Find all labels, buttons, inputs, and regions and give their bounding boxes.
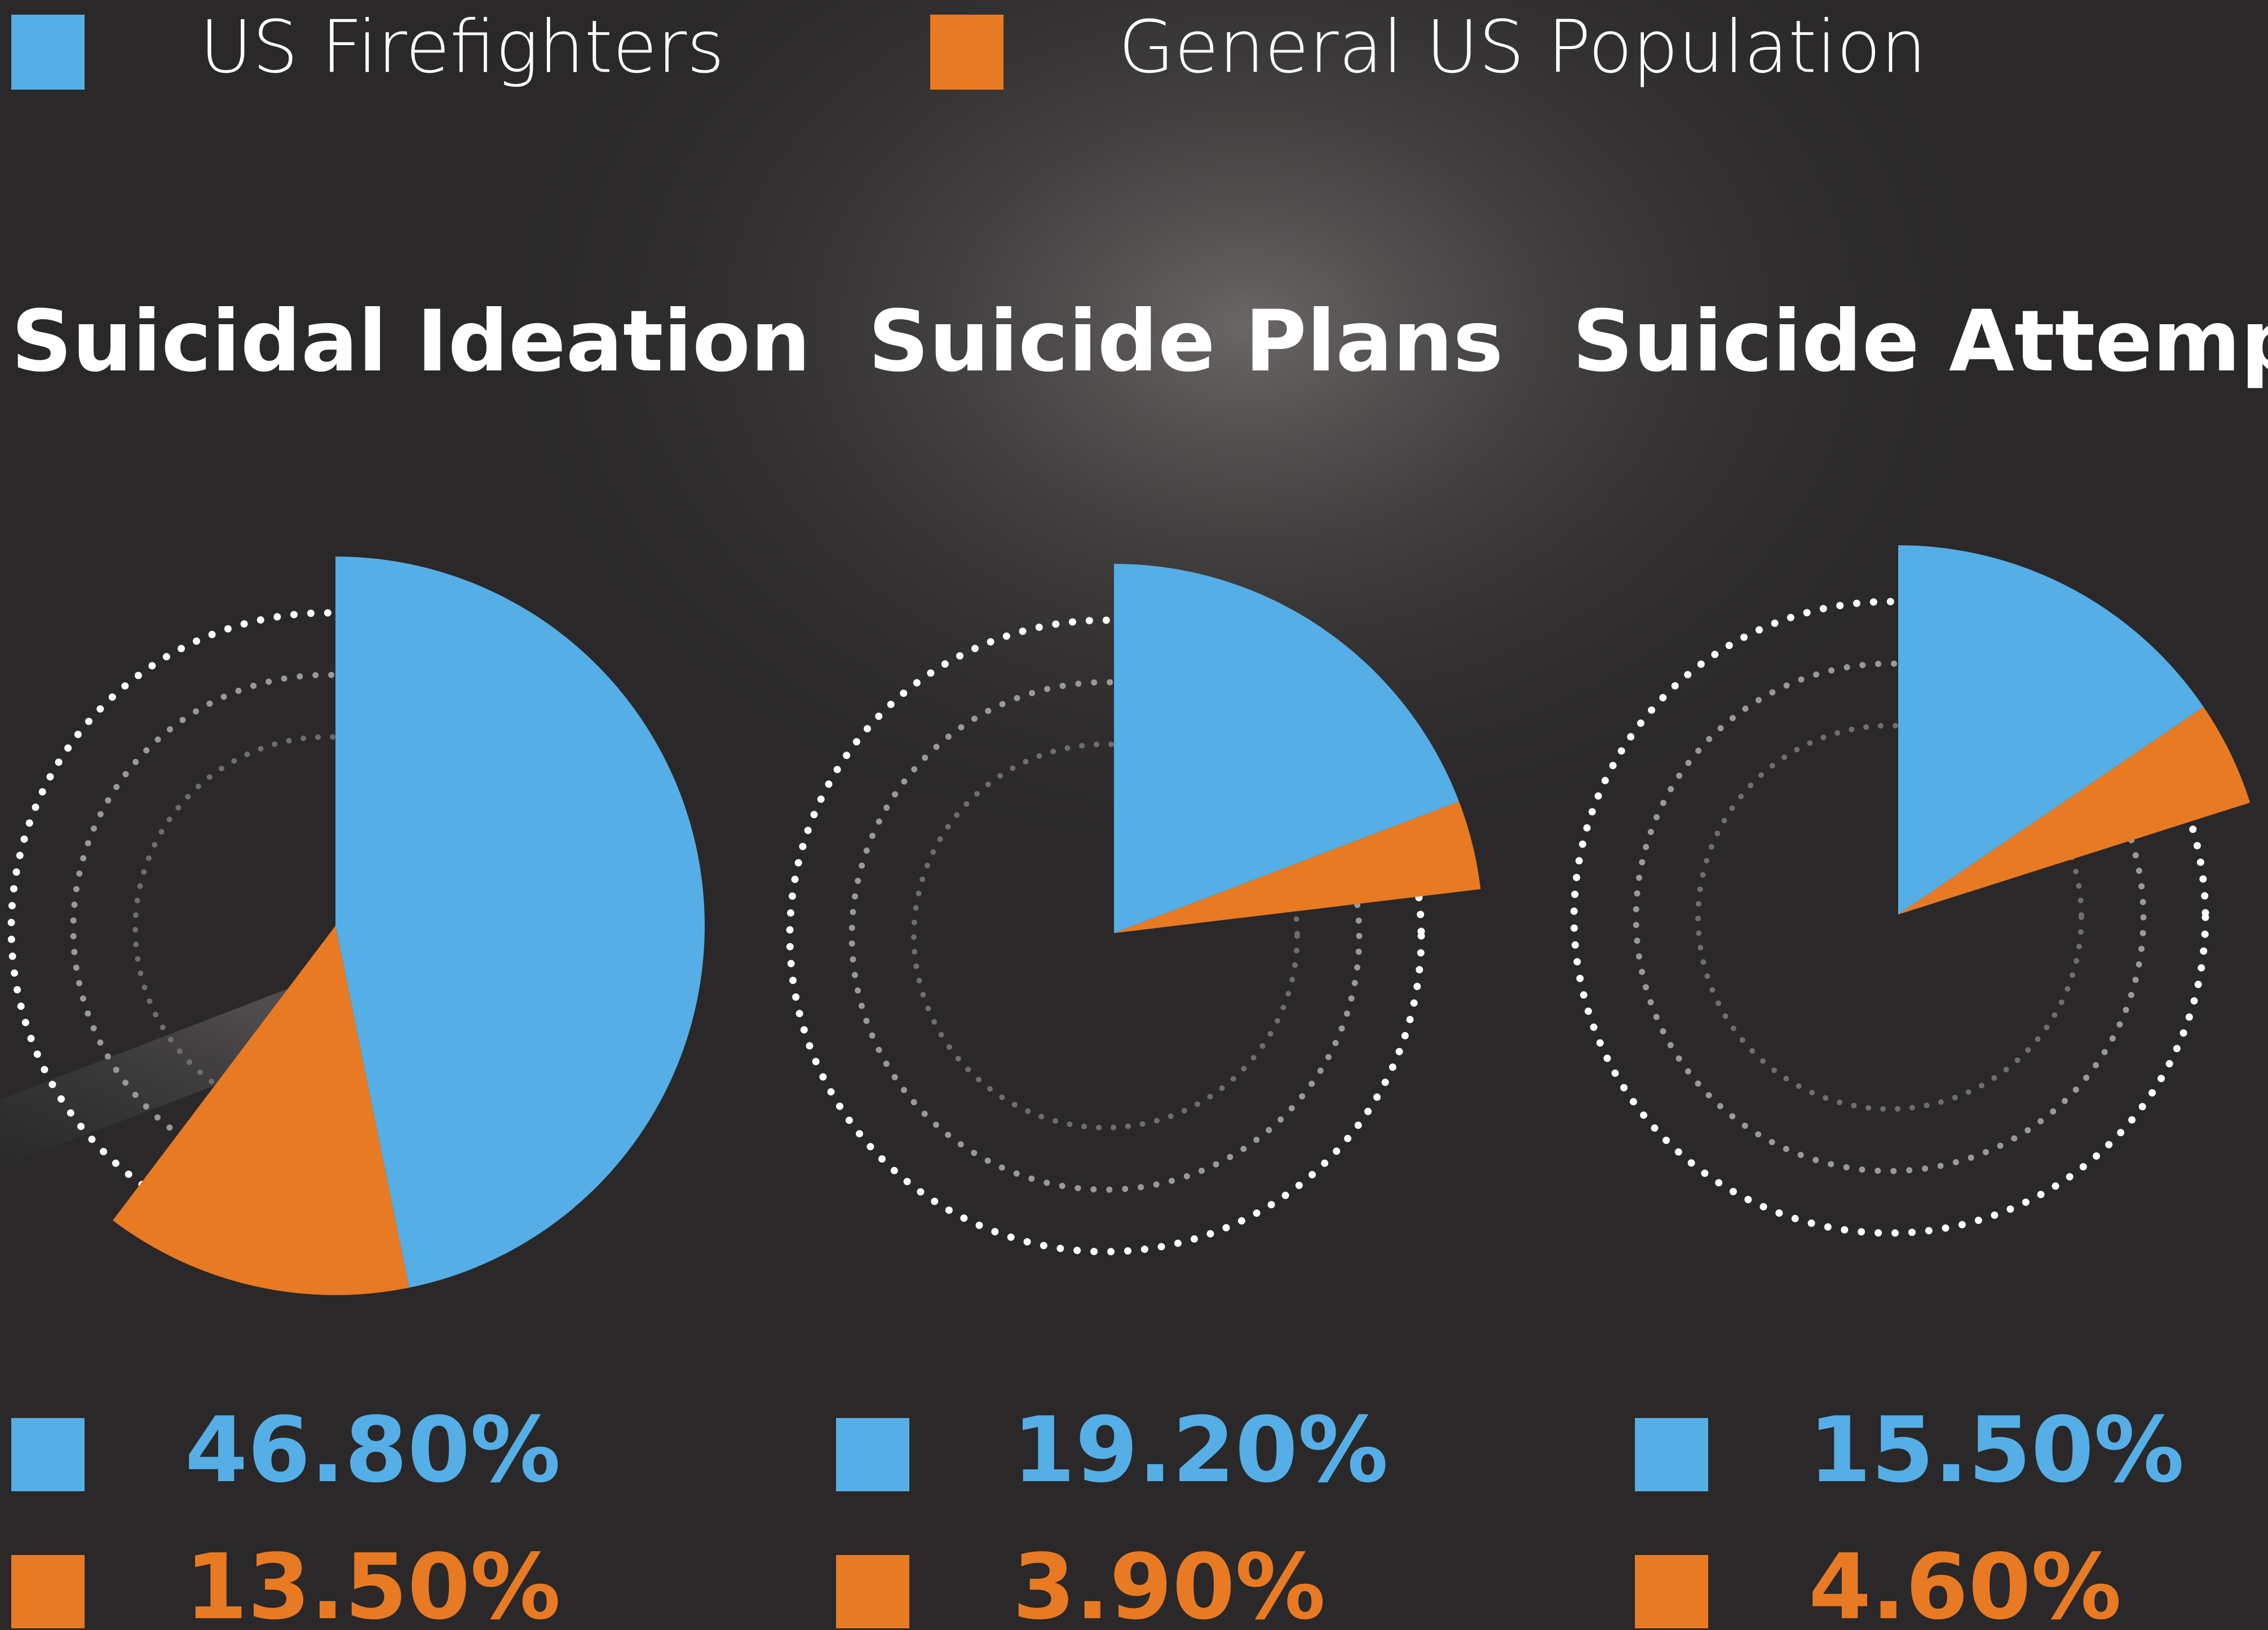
value-swatch xyxy=(11,1418,85,1491)
value-label: 13.50% xyxy=(185,1534,560,1630)
value-swatch xyxy=(11,1555,85,1628)
value-label: 3.90% xyxy=(1013,1534,1325,1630)
chart-title: Suicidal Ideation xyxy=(11,293,811,391)
value-label: 4.60% xyxy=(1809,1534,2121,1630)
value-label: 19.20% xyxy=(1013,1397,1388,1503)
legend-swatch xyxy=(930,15,1003,90)
value-swatch xyxy=(1635,1418,1708,1491)
legend-label: General US Population xyxy=(1118,5,1926,89)
value-swatch xyxy=(836,1555,909,1628)
chart-title: Suicide Plans xyxy=(868,293,1504,391)
value-label: 15.50% xyxy=(1809,1397,2184,1503)
legend-swatch xyxy=(11,15,85,90)
value-swatch xyxy=(836,1418,909,1491)
value-label: 46.80% xyxy=(185,1397,560,1503)
infographic: US Firefighters General US Population Suic… xyxy=(0,0,2268,1630)
chart-title: Suicide Attempts xyxy=(1572,293,2268,391)
value-swatch xyxy=(1635,1555,1708,1628)
page: US Firefighters General US Population Suic… xyxy=(0,0,2268,1630)
legend-label: US Firefighters xyxy=(200,5,724,89)
